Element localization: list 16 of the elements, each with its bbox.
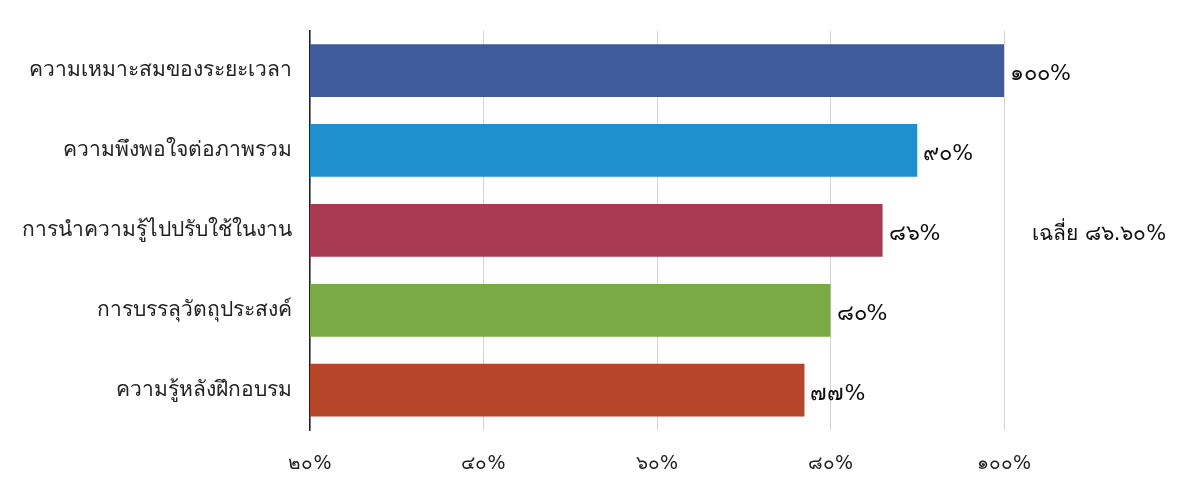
x-tick-label: ๑๐๐% <box>976 450 1032 473</box>
x-tick-label: ๘๐% <box>807 450 854 473</box>
y-tick-label: การบรรลุวัตถุประสงค์ <box>97 296 292 322</box>
data-label: ๘๐% <box>836 300 888 326</box>
text: เฉลี่ย ๘๖.๖๐% <box>1032 217 1167 245</box>
y-tick-label: ความเหมาะสมของระยะเวลา <box>29 57 292 82</box>
data-label: ๙๐% <box>923 140 974 166</box>
x-tick-label: ๔๐% <box>461 450 506 473</box>
x-tick-label: ๒๐% <box>288 450 332 473</box>
data-label: ๗๗% <box>810 379 866 405</box>
x-tick-label: ๖๐% <box>635 450 679 473</box>
data-label: ๑๐๐% <box>1010 60 1071 86</box>
data-label: ๘๖% <box>888 220 941 246</box>
y-tick-label: การนำความรู้ไปปรับใช้ในงาน <box>22 216 292 242</box>
y-tick-label: ความรู้หลังฝึกอบรม <box>116 376 292 402</box>
y-tick-label: ความพึงพอใจต่อภาพรวม <box>63 136 292 161</box>
